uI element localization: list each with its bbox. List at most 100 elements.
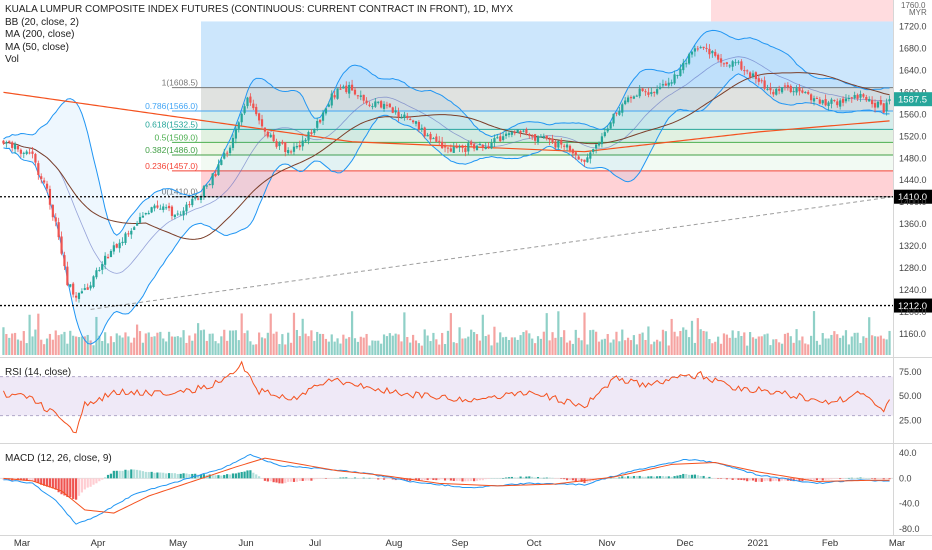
volume-bar: [798, 340, 801, 355]
volume-bar: [28, 314, 31, 355]
volume-bar: [719, 343, 723, 355]
macd-histogram-bar: [461, 478, 464, 482]
volume-bar: [345, 338, 348, 355]
volume-bar: [580, 340, 583, 355]
candle-body: [798, 87, 801, 92]
candle-body: [725, 62, 728, 64]
candle-body: [830, 99, 833, 104]
macd-histogram-bar: [188, 474, 191, 479]
volume-bar: [281, 334, 284, 355]
candle-body: [249, 96, 252, 103]
candle-body: [95, 270, 98, 278]
candle-body: [853, 95, 856, 99]
candle-body: [850, 97, 853, 99]
macd-histogram-bar: [95, 478, 98, 484]
fib-zone-upper: [201, 21, 893, 88]
macd-histogram-bar: [554, 478, 557, 479]
horizontal-line-label: 1212.0: [898, 301, 927, 312]
candle-body: [165, 207, 168, 209]
candle-body: [269, 134, 272, 138]
candle-body: [507, 133, 511, 135]
volume-bar: [603, 338, 606, 355]
macd-histogram-bar: [769, 478, 772, 482]
macd-histogram-bar: [217, 475, 220, 479]
candle-body: [859, 94, 862, 98]
volume-bar: [516, 339, 519, 355]
candle-body: [801, 90, 804, 93]
indicator-vol[interactable]: Vol: [5, 54, 19, 65]
volume-bar: [43, 344, 46, 355]
macd-histogram-bar: [83, 478, 86, 490]
volume-bar: [644, 339, 647, 355]
macd-histogram-bar: [321, 478, 325, 479]
volume-bar: [583, 312, 586, 355]
volume-bar: [138, 331, 142, 355]
candle-body: [650, 92, 653, 94]
indicator-ma200[interactable]: MA (200, close): [5, 29, 75, 40]
indicator-bb[interactable]: BB (20, close, 2): [5, 16, 79, 28]
candle-body: [144, 213, 147, 215]
candle-body: [766, 88, 769, 90]
candle-body: [772, 91, 775, 95]
candle-body: [847, 97, 850, 99]
volume-bar: [786, 332, 789, 355]
macd-histogram-bar: [563, 478, 566, 480]
macd-histogram-bar: [167, 473, 171, 479]
candle-body: [258, 113, 261, 121]
candle-body: [426, 134, 429, 137]
macd-histogram-bar: [696, 475, 699, 479]
candle-body: [403, 114, 406, 118]
macd-histogram-bar: [641, 476, 644, 479]
fib-level-label: 0.236(1457.0): [145, 161, 198, 171]
macd-histogram-bar: [882, 478, 885, 480]
volume-bar: [417, 343, 421, 355]
candle-body: [77, 292, 81, 299]
macd-histogram-bar: [170, 473, 174, 479]
volume-bar: [313, 340, 316, 355]
candle-body: [449, 148, 452, 152]
volume-bar: [141, 342, 145, 355]
volume-bar: [539, 338, 543, 355]
volume-bar: [859, 342, 862, 355]
rsi-title[interactable]: RSI (14, close): [5, 367, 72, 378]
macd-histogram-bar: [446, 478, 450, 480]
volume-bar: [98, 335, 101, 355]
volume-bar: [115, 333, 118, 355]
candle-body: [673, 74, 676, 84]
volume-bar: [159, 331, 162, 355]
macd-histogram-bar: [199, 474, 203, 479]
candle-body: [324, 108, 328, 114]
candle-body: [220, 160, 223, 165]
candle-body: [528, 134, 531, 136]
candle-body: [185, 204, 188, 212]
volume-bar: [356, 341, 359, 355]
candle-body: [557, 140, 560, 148]
candle-body: [679, 68, 682, 76]
candle-body: [647, 92, 650, 95]
candle-body: [350, 84, 354, 91]
volume-bar: [208, 333, 211, 355]
volume-bar: [612, 339, 615, 355]
candle-body: [89, 285, 92, 289]
candle-body: [234, 128, 237, 139]
candle-body: [80, 291, 83, 294]
volume-bar: [574, 329, 577, 355]
macd-histogram-bar: [362, 477, 365, 479]
volume-bar: [661, 329, 665, 355]
macd-histogram-bar: [327, 478, 330, 479]
candle-body: [592, 149, 595, 152]
volume-bar: [432, 332, 435, 355]
volume-bar: [48, 333, 52, 355]
volume-bar: [176, 336, 179, 355]
candle-body: [272, 134, 275, 142]
volume-bar: [635, 344, 638, 355]
indicator-ma50[interactable]: MA (50, close): [5, 41, 69, 53]
volume-bar: [455, 343, 458, 355]
volume-bar: [513, 337, 516, 355]
volume-bar: [682, 327, 685, 355]
macd-tick-label: -80.0: [899, 524, 920, 534]
macd-histogram-bar: [484, 478, 487, 480]
macd-title[interactable]: MACD (12, 26, close, 9): [5, 453, 112, 464]
macd-histogram-bar: [228, 474, 232, 479]
candle-body: [687, 54, 691, 64]
